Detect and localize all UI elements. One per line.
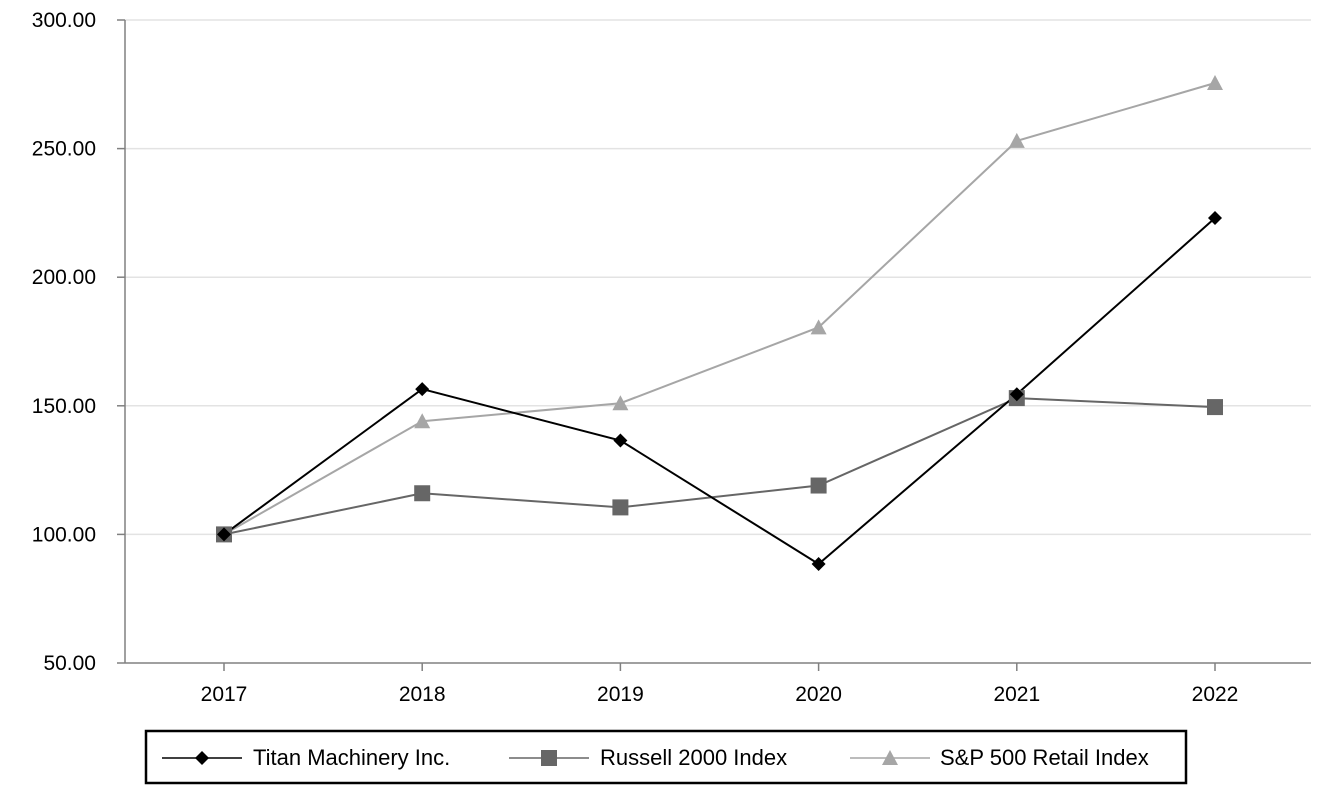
legend-label-titan: Titan Machinery Inc. <box>253 745 450 770</box>
x-tick-label: 2019 <box>597 683 644 706</box>
data-point-square <box>612 499 629 516</box>
x-tick-label: 2018 <box>399 683 446 706</box>
legend-box <box>144 729 1188 785</box>
x-axis-ticks: 2017 2018 2019 2020 2021 2022 <box>201 663 1239 706</box>
data-point-square <box>810 477 827 494</box>
legend-marker-sp500 <box>882 750 898 765</box>
series-line-triangle <box>223 82 1216 536</box>
data-point-diamond <box>1208 211 1222 226</box>
y-tick-label: 150.00 <box>32 395 96 418</box>
data-point-triangle <box>810 319 827 335</box>
data-point-square <box>1207 399 1223 416</box>
x-tick-label: 2020 <box>795 683 842 706</box>
y-tick-label: 50.00 <box>43 652 96 675</box>
data-point-square <box>414 485 431 502</box>
legend-label-sp500: S&P 500 Retail Index <box>940 745 1149 770</box>
y-tick-label: 300.00 <box>32 9 96 32</box>
y-tick-label: 200.00 <box>32 266 96 289</box>
series-line-square <box>223 397 1216 536</box>
data-point-diamond <box>217 527 231 542</box>
y-tick-label: 100.00 <box>32 523 96 546</box>
data-point-triangle <box>612 395 629 411</box>
series-group <box>216 75 1223 571</box>
y-tick-label: 250.00 <box>32 138 96 161</box>
gridlines <box>125 19 1311 536</box>
data-point-diamond <box>1009 387 1024 402</box>
data-point-diamond <box>613 433 628 448</box>
series-line-diamond <box>223 217 1216 566</box>
legend-marker-russell <box>541 750 557 766</box>
legend-marker-titan <box>195 751 209 765</box>
data-point-diamond <box>415 382 430 397</box>
x-tick-label: 2021 <box>993 683 1040 706</box>
data-point-triangle <box>1207 75 1223 91</box>
data-point-diamond <box>811 556 826 571</box>
legend-item-sp500: S&P 500 Retail Index <box>850 745 1149 770</box>
data-point-triangle <box>414 413 431 429</box>
legend-item-titan: Titan Machinery Inc. <box>162 745 450 770</box>
legend-item-russell: Russell 2000 Index <box>509 745 787 770</box>
legend: Titan Machinery Inc. Russell 2000 Index … <box>144 729 1188 785</box>
legend-label-russell: Russell 2000 Index <box>600 745 787 770</box>
y-axis-ticks: 50.00 100.00 150.00 200.00 250.00 300.00 <box>32 9 125 675</box>
data-point-triangle <box>1008 132 1025 148</box>
x-tick-label: 2022 <box>1192 683 1239 706</box>
x-tick-label: 2017 <box>201 683 248 706</box>
